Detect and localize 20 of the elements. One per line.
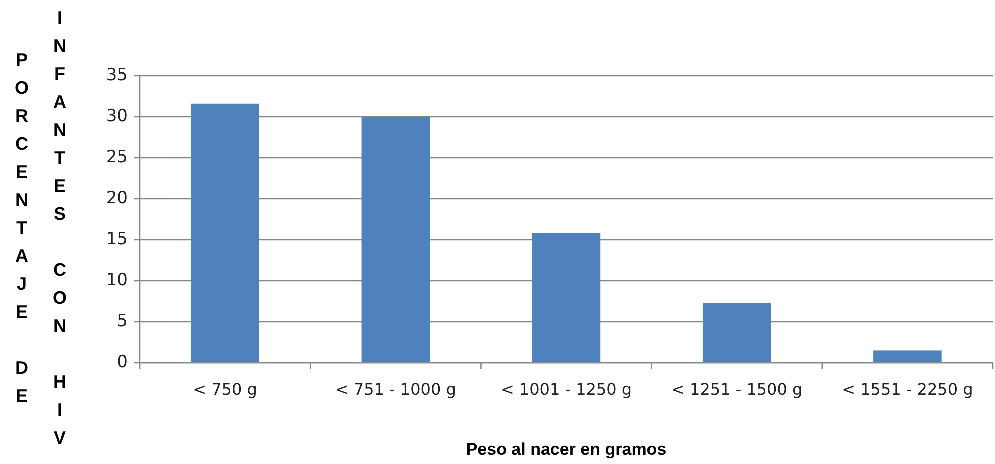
x-tick-label: < 1001 - 1250 g — [500, 380, 632, 399]
y-tick-label: 5 — [117, 312, 128, 332]
y-tick-label: 20 — [106, 188, 128, 209]
y-tick-label: 25 — [106, 148, 128, 168]
x-tick-label: < 1551 - 2250 g — [842, 380, 974, 399]
bar — [702, 303, 772, 363]
y-tick-label: 0 — [117, 352, 128, 373]
y-tick-label: 15 — [106, 230, 128, 250]
y-tick-label: 30 — [106, 106, 128, 127]
bar — [532, 233, 601, 363]
x-tick-label: < 751 - 1000 g — [335, 380, 456, 399]
bar — [191, 104, 260, 363]
y-tick-label: 10 — [106, 270, 128, 291]
x-tick-label: < 1251 - 1500 g — [672, 380, 803, 399]
y-axis-title: PORCENTAJE DE INFANTES CON HIV — [12, 8, 70, 456]
x-axis-title: Peso al nacer en gramos — [466, 440, 667, 459]
x-tick-label: < 750 g — [193, 380, 258, 399]
bar — [362, 117, 430, 363]
bar — [874, 350, 942, 363]
y-tick-label: 35 — [106, 66, 128, 86]
